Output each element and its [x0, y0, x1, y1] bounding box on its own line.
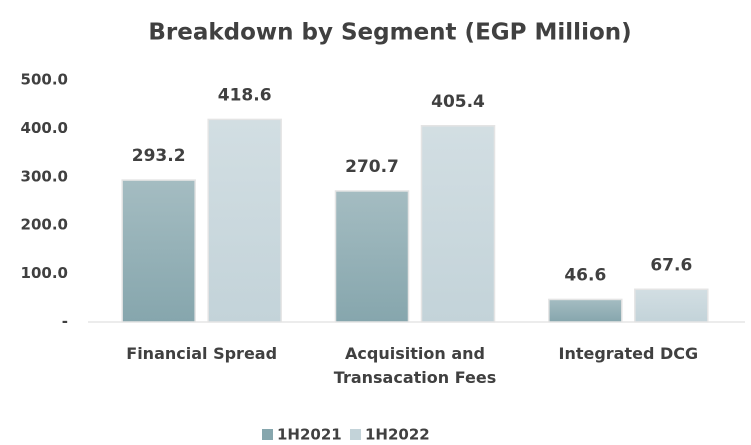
x-tick-label: Integrated DCG — [558, 344, 699, 363]
bar — [334, 190, 410, 323]
value-label: 67.6 — [650, 255, 692, 275]
y-tick-label: 100.0 — [21, 264, 68, 282]
x-tick-label: Financial Spread — [126, 344, 278, 363]
chart-title: Breakdown by Segment (EGP Million) — [148, 20, 631, 46]
bar — [207, 118, 282, 323]
value-label: 418.6 — [218, 85, 272, 105]
value-label: 405.4 — [431, 92, 485, 112]
x-tick-label: Acquisition and Transacation Fees — [333, 344, 497, 387]
bar — [420, 125, 496, 323]
bar — [634, 288, 709, 323]
value-label: 270.7 — [345, 157, 399, 177]
bar — [121, 179, 196, 323]
value-label: 46.6 — [564, 265, 606, 285]
y-tick-label: 200.0 — [21, 216, 68, 234]
legend-swatch — [350, 429, 361, 440]
y-tick-label: 500.0 — [21, 71, 68, 89]
legend-swatch — [262, 429, 273, 440]
legend-label: 1H2022 — [365, 426, 430, 444]
legend-label: 1H2021 — [277, 426, 342, 444]
y-tick-label: 300.0 — [21, 167, 68, 185]
value-label: 293.2 — [132, 146, 186, 166]
bar — [548, 298, 623, 323]
y-tick-label: - — [62, 313, 68, 331]
y-tick-label: 400.0 — [21, 119, 68, 137]
